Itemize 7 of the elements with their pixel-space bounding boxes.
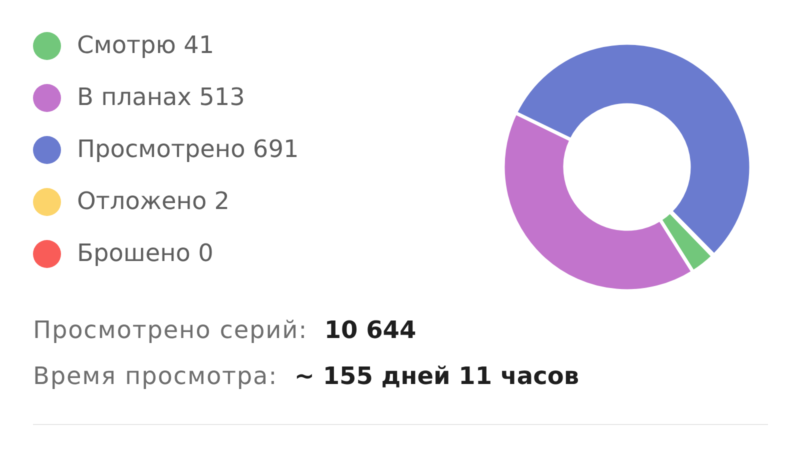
legend-label: Отложено 2 <box>77 187 230 215</box>
text: Время просмотра: ~ 155 дней 11 часов <box>33 362 580 390</box>
text: Просмотрено серий: 10 644 <box>33 316 416 344</box>
legend-label: Просмотрено 691 <box>77 135 299 163</box>
legend-label: Брошено 0 <box>77 239 214 267</box>
legend-label: В планах 513 <box>77 83 245 111</box>
legend-label: Смотрю 41 <box>77 31 214 59</box>
